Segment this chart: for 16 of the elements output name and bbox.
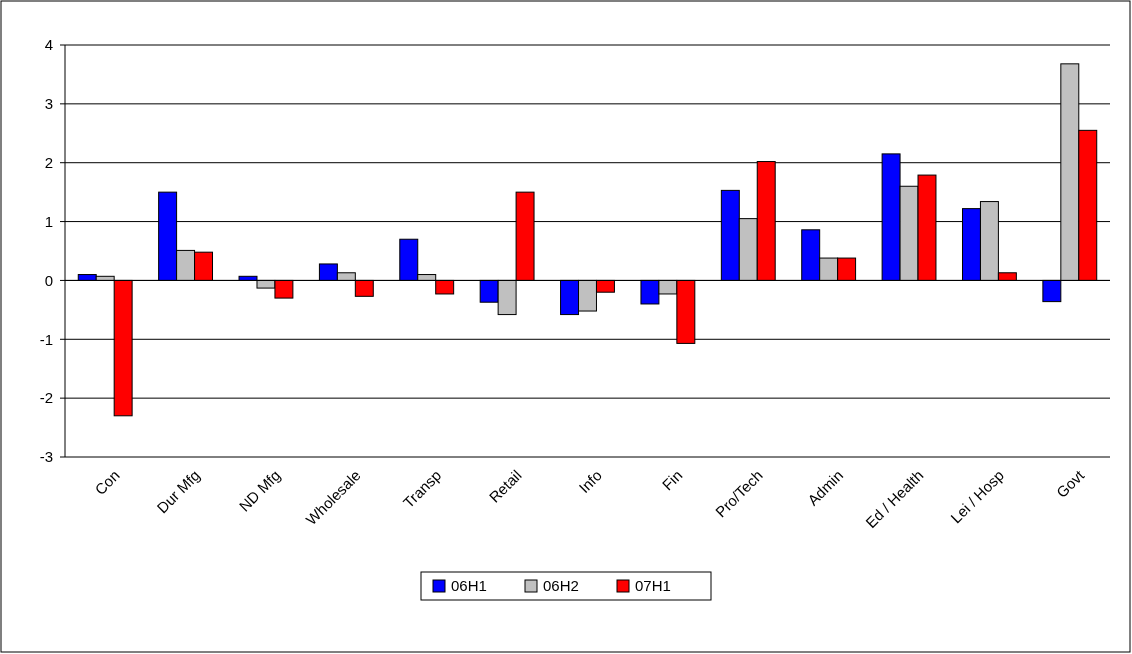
y-tick-label: 2 [44,153,53,171]
x-tick-label: Dur Mfg [153,466,204,517]
y-tick-label: -1 [39,330,53,348]
x-tick-label: Info [575,466,606,497]
x-tick-label: Con [91,466,123,499]
y-tick-label: 0 [44,271,53,289]
legend-label: 06H2 [543,577,579,595]
y-tick-label: -2 [39,389,53,407]
legend-label: 07H1 [635,577,671,595]
y-tick-label: 4 [44,36,53,54]
y-tick-label: 3 [44,95,53,113]
y-tick-label: 1 [44,212,53,230]
legend-label: 06H1 [451,577,487,595]
x-tick-label: Fin [658,466,686,494]
x-tick-label: ND Mfg [235,466,284,515]
y-tick-label: -3 [39,448,53,466]
